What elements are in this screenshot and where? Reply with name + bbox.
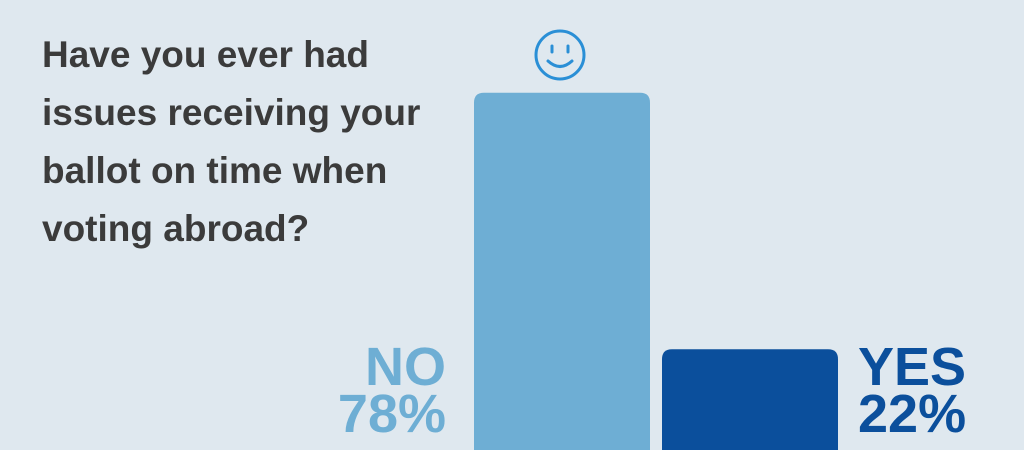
bar bbox=[474, 92, 650, 450]
value-label: 22% bbox=[858, 384, 966, 444]
chart-title: Have you ever had issues receiving your … bbox=[42, 34, 421, 249]
bar bbox=[662, 349, 838, 450]
value-label: 78% bbox=[338, 384, 446, 444]
category-label: NO bbox=[365, 337, 446, 397]
smiley-icon bbox=[534, 29, 586, 81]
category-label: YES bbox=[858, 337, 966, 397]
